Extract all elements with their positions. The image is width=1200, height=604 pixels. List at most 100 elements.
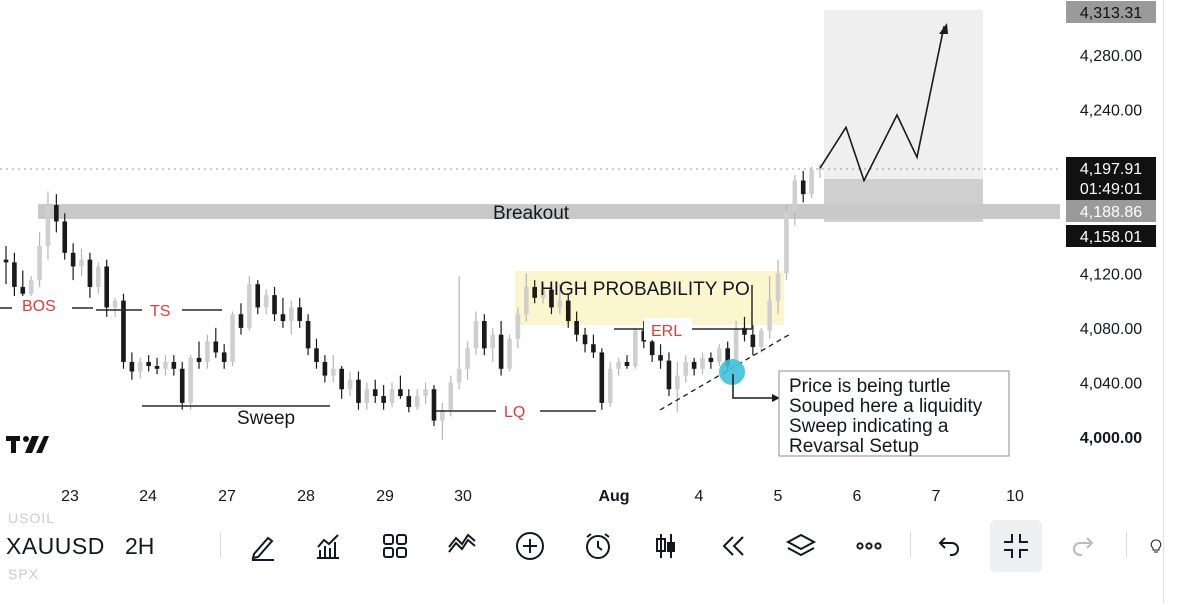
time-tick-label: 27 — [218, 488, 236, 505]
target-price-label: 4,188.86 — [1080, 204, 1142, 221]
candle-up — [767, 300, 772, 331]
target-price-bg — [1066, 200, 1156, 222]
timeframe-selector[interactable]: 2H — [125, 533, 155, 559]
compare-button[interactable] — [436, 520, 488, 572]
candle-up — [775, 273, 781, 301]
add-button[interactable] — [504, 520, 556, 572]
layers-button[interactable] — [775, 520, 827, 572]
candle-down — [750, 334, 756, 347]
redo-button[interactable] — [1058, 520, 1110, 572]
pen-icon — [251, 536, 274, 561]
ts-label: TS — [150, 303, 170, 320]
indicators-button[interactable] — [302, 520, 354, 572]
candle-down — [129, 361, 135, 372]
candle-down — [154, 366, 160, 369]
note-arrowhead — [772, 394, 780, 402]
note-line-4: Revarsal Setup — [789, 436, 919, 457]
candle-down — [641, 330, 647, 342]
alert-button[interactable] — [572, 520, 624, 572]
layout-button[interactable] — [369, 520, 421, 572]
price-axis: 4,280.00 4,240.00 4,120.00 4,080.00 4,040.00… — [1080, 48, 1142, 447]
sweep-label: Sweep — [237, 408, 295, 429]
candle-down — [800, 180, 806, 195]
candle-down — [372, 389, 378, 397]
lq-label-bg — [496, 400, 540, 422]
candle-down — [431, 389, 437, 421]
candle-down — [238, 314, 244, 328]
candle-up — [389, 389, 395, 403]
candle-up — [96, 266, 101, 287]
time-tick-label: 4 — [695, 488, 704, 505]
candle-down — [582, 334, 588, 345]
candle-up — [540, 289, 546, 298]
candle-up — [700, 357, 705, 369]
ghost-symbol-top: USOIL — [8, 510, 56, 526]
price-tick-label: 4,120.00 — [1080, 266, 1142, 283]
more-button[interactable] — [843, 520, 895, 572]
replay-button[interactable] — [707, 520, 759, 572]
candle-down — [305, 321, 311, 349]
candle-up — [490, 334, 496, 349]
candle-up — [364, 389, 370, 403]
candle-down — [742, 327, 747, 335]
redo-icon — [1073, 537, 1094, 556]
candle-up — [515, 314, 521, 339]
bos-label-bg — [12, 296, 72, 318]
candle-up — [456, 368, 462, 383]
candle-up — [263, 295, 269, 308]
note-line-1: Price is being turtle — [789, 376, 951, 397]
candle-down — [624, 361, 630, 367]
layers-icon — [785, 533, 817, 557]
candle-down — [482, 321, 487, 349]
toolbar-separator — [220, 532, 221, 558]
breakout-band — [38, 204, 1060, 219]
chart-type-button[interactable] — [640, 520, 692, 572]
candle-down — [498, 334, 504, 369]
candle-up — [188, 357, 193, 403]
candle-down — [146, 361, 151, 367]
candle-up — [758, 330, 764, 347]
candle-down — [708, 357, 714, 362]
price-tick-label: 4,240.00 — [1080, 103, 1142, 120]
time-tick-label: 6 — [853, 488, 862, 505]
candle-up — [507, 338, 512, 369]
time-tick-label: 5 — [774, 488, 783, 505]
candle-up — [423, 389, 428, 397]
top-price-label: 4,313.31 — [1080, 5, 1142, 22]
candle-up — [448, 382, 454, 410]
note-box — [778, 370, 1010, 457]
candle-down — [280, 314, 286, 322]
candle-down — [121, 300, 126, 362]
candle-down — [87, 259, 93, 287]
candle-up — [523, 286, 529, 315]
time-tick-label: 30 — [454, 488, 472, 505]
candle-down — [339, 368, 344, 390]
candle-down — [104, 266, 110, 308]
candle-up — [205, 341, 210, 362]
candle-up — [557, 300, 563, 308]
candle-down — [691, 361, 697, 369]
symbol-selector[interactable]: XAUUSD — [6, 533, 105, 559]
candle-up — [347, 379, 353, 390]
stop-price-label: 4,158.01 — [1080, 229, 1142, 246]
candle-down — [381, 396, 386, 403]
candle-up — [79, 259, 84, 267]
ideas-button[interactable] — [1138, 520, 1164, 572]
time-tick-label: 29 — [376, 488, 394, 505]
compare-icon — [448, 533, 476, 553]
note-arrow — [732, 374, 778, 399]
candle-up — [792, 180, 798, 212]
candle-up — [683, 361, 689, 376]
candle-up — [465, 348, 470, 369]
note-text: Price is being turtle Souped here a liqu… — [789, 376, 983, 457]
collapse-button[interactable] — [990, 520, 1042, 572]
candle-up — [616, 361, 621, 369]
candle-up — [607, 368, 613, 403]
time-tick-label: 24 — [139, 488, 157, 505]
undo-button[interactable] — [922, 520, 974, 572]
projection-arrowhead — [939, 23, 948, 34]
layout-grid-icon — [383, 534, 407, 558]
candle-down — [322, 361, 328, 376]
pen-button[interactable] — [236, 520, 288, 572]
